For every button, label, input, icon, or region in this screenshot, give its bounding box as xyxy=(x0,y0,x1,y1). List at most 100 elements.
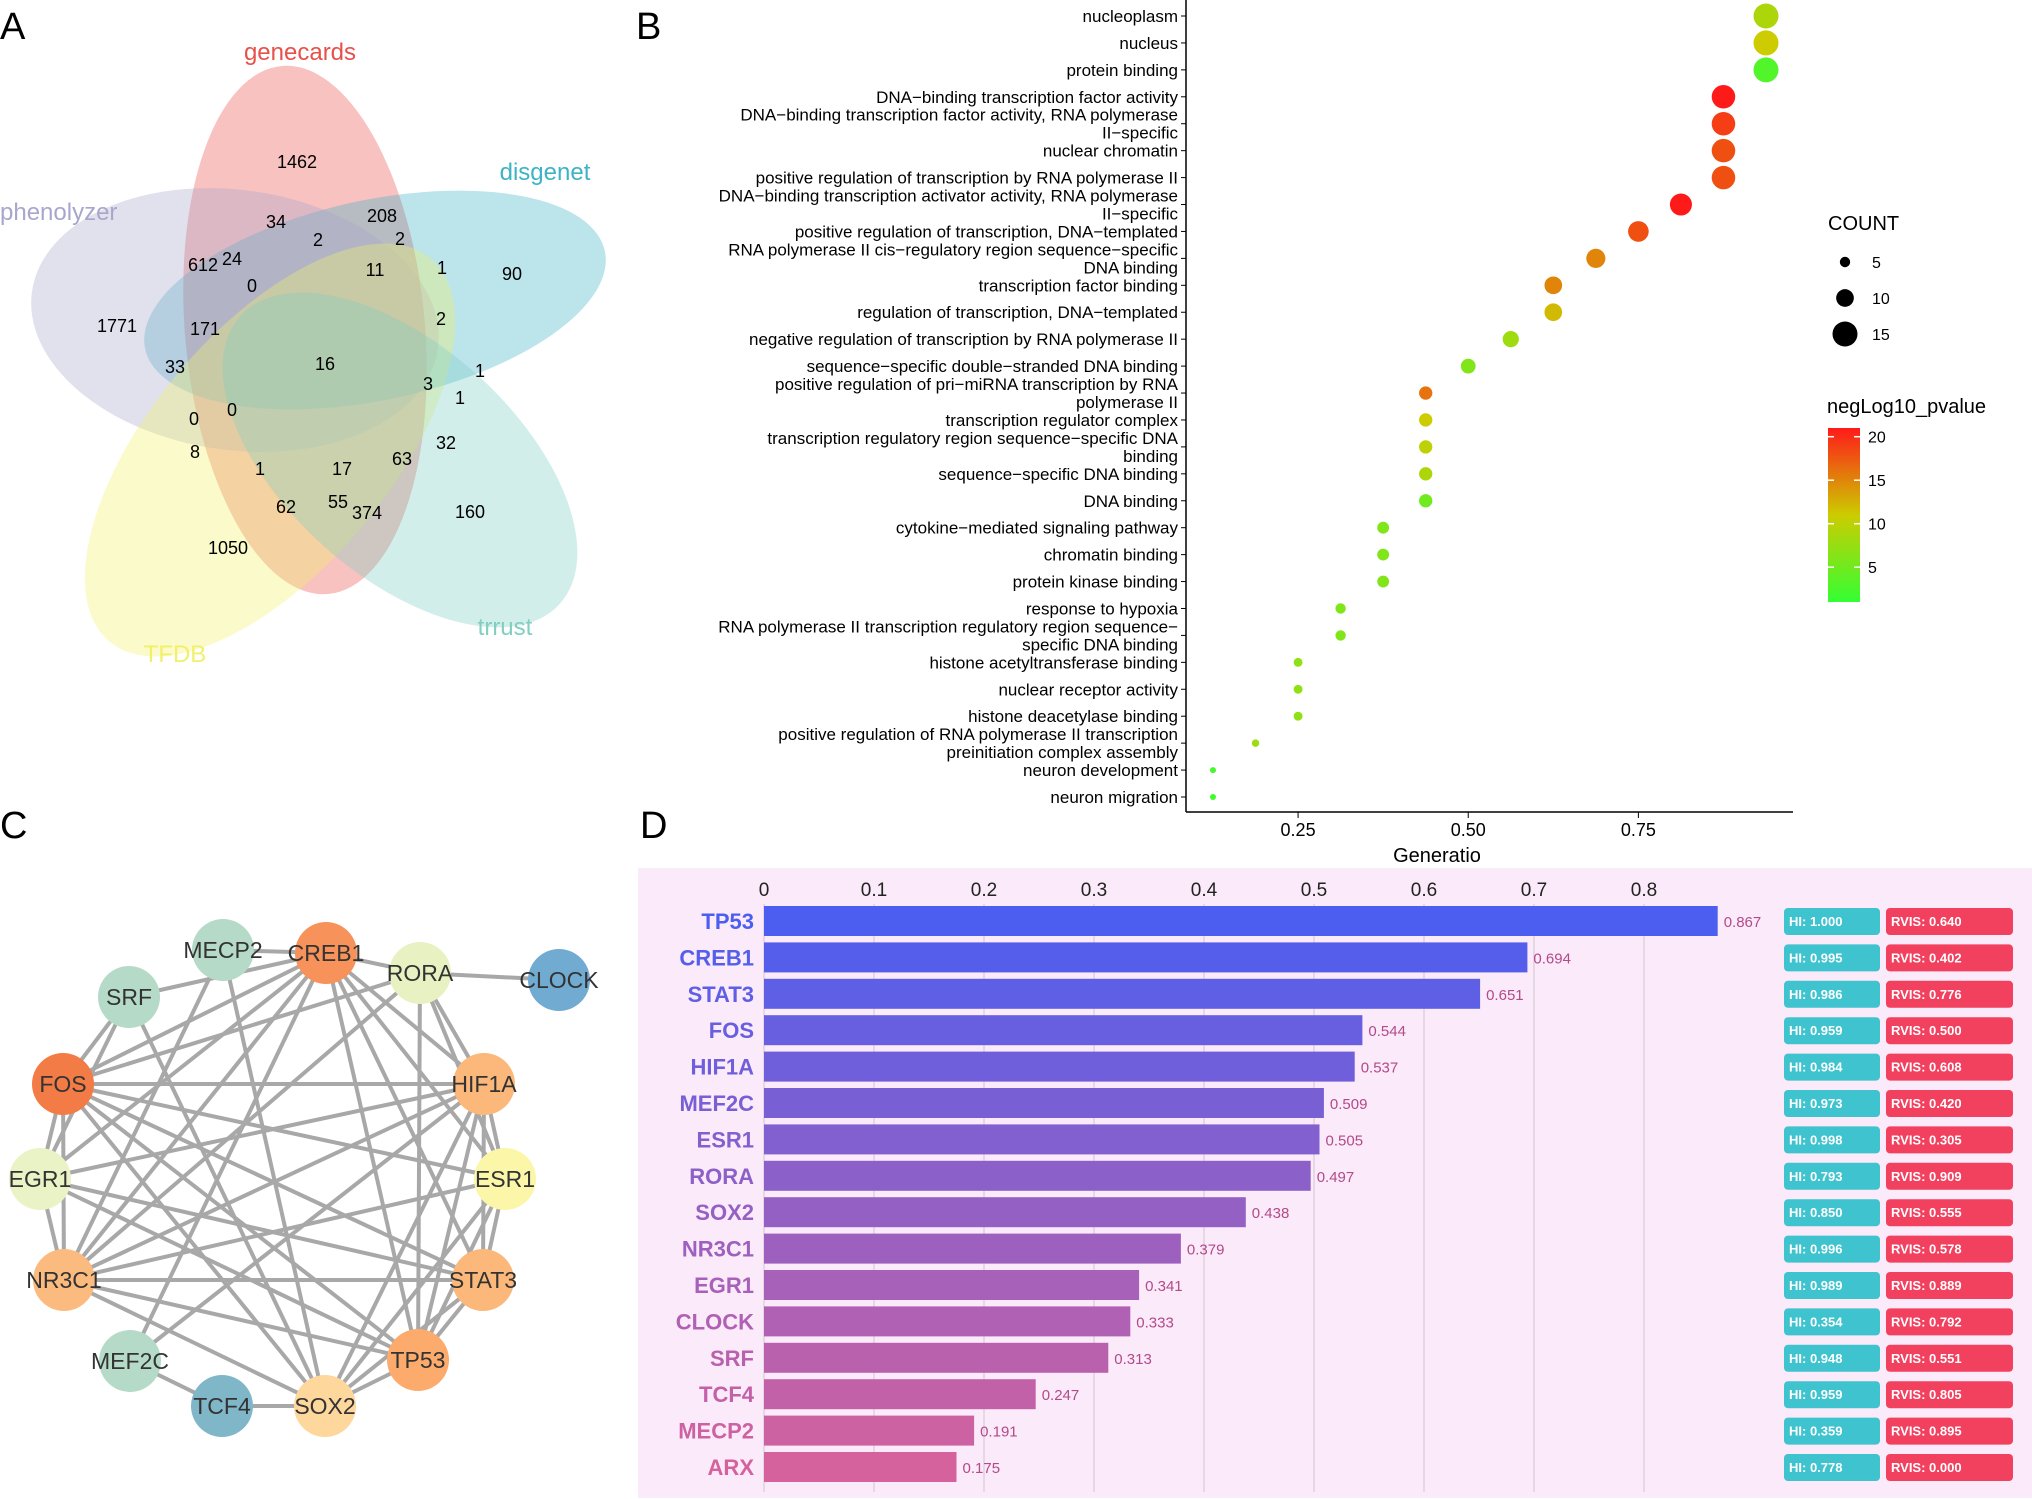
data-point xyxy=(1753,3,1779,29)
venn-count: 1050 xyxy=(208,538,248,558)
y-tick-label: chromatin binding xyxy=(1044,546,1178,565)
data-point xyxy=(1293,711,1303,721)
network-node-label: EGR1 xyxy=(9,1166,72,1192)
value-label: 0.191 xyxy=(980,1424,1018,1441)
hub-gene-bar-chart: 0 0.1 0.2 0.3 0.4 0.5 0.6 0.7 0.8 TP53 0.867 HI: 1… xyxy=(638,868,2032,1498)
network-node xyxy=(295,922,357,984)
x-tick-label: 0.2 xyxy=(971,880,997,901)
rvis-badge xyxy=(1886,1272,2013,1299)
rvis-badge xyxy=(1886,1199,2013,1227)
gene-label: FOS xyxy=(709,1018,754,1043)
venn-count: 1771 xyxy=(97,316,137,336)
size-legend-dot xyxy=(1832,321,1858,347)
venn-count: 17 xyxy=(332,459,352,479)
bar xyxy=(764,1015,1363,1046)
venn-count: 374 xyxy=(352,503,382,523)
venn-set-phenolyzer xyxy=(31,188,439,452)
value-label: 0.651 xyxy=(1486,987,1524,1004)
venn-count: 63 xyxy=(392,449,412,469)
color-legend-label: 15 xyxy=(1868,473,1886,490)
venn-count: 171 xyxy=(190,319,220,339)
y-tick-label: RNA polymerase II transcription regulato… xyxy=(718,617,1178,636)
y-tick-label: sequence−specific double−stranded DNA bi… xyxy=(807,357,1178,376)
rvis-badge xyxy=(1886,1454,2013,1481)
network-node-label: HIF1A xyxy=(451,1071,517,1097)
gene-label: TP53 xyxy=(701,909,754,934)
data-point xyxy=(1544,276,1563,295)
rvis-badge-label: RVIS: 0.000 xyxy=(1891,1460,1962,1475)
network-node xyxy=(32,1053,94,1115)
bar xyxy=(764,1415,975,1446)
network-edge xyxy=(127,996,327,1407)
venn-count: 2 xyxy=(313,230,323,250)
data-point xyxy=(1377,521,1390,534)
y-tick-label: protein kinase binding xyxy=(1013,573,1178,592)
y-tick-label: negative regulation of transcription by … xyxy=(749,330,1178,349)
network-node-label: MEF2C xyxy=(91,1348,169,1374)
network-node-label: CLOCK xyxy=(519,967,599,993)
data-point xyxy=(1419,494,1433,508)
hi-badge xyxy=(1784,1417,1880,1445)
network-node xyxy=(98,966,160,1028)
network-edge xyxy=(62,971,422,1282)
bar xyxy=(764,1197,1246,1228)
venn-count: 2 xyxy=(395,229,405,249)
network-node-label: TCF4 xyxy=(193,1393,251,1419)
rvis-badge xyxy=(1886,1126,2013,1154)
rvis-badge-label: RVIS: 0.776 xyxy=(1891,987,1962,1002)
rvis-badge xyxy=(1886,1162,2013,1190)
venn-count: 1 xyxy=(255,459,265,479)
gene-label: ESR1 xyxy=(697,1127,754,1152)
rvis-badge-label: RVIS: 0.805 xyxy=(1891,1387,1962,1402)
bar xyxy=(764,1270,1140,1300)
network-edge xyxy=(63,1278,326,1408)
data-point xyxy=(1210,767,1216,774)
color-legend-label: 20 xyxy=(1868,430,1886,447)
venn-count: 8 xyxy=(190,442,200,462)
hi-badge xyxy=(1784,1199,1880,1227)
y-tick-label: regulation of transcription, DNA−templat… xyxy=(857,303,1178,322)
network-edge xyxy=(39,1177,419,1362)
rvis-badge xyxy=(1886,1090,2013,1117)
network-node xyxy=(99,1330,161,1392)
venn-count: 1 xyxy=(455,388,465,408)
x-tick-label: 0.7 xyxy=(1521,880,1547,901)
gene-label: TCF4 xyxy=(699,1382,755,1407)
y-tick-label: II−specific xyxy=(1102,124,1179,143)
bar xyxy=(764,1160,1311,1191)
gene-label: RORA xyxy=(689,1164,754,1189)
network-node-label: MECP2 xyxy=(183,937,262,963)
rvis-badge-label: RVIS: 0.889 xyxy=(1891,1278,1962,1293)
rvis-badge xyxy=(1886,1308,2013,1336)
venn-set-trrust xyxy=(222,292,578,628)
bar xyxy=(764,1088,1324,1118)
data-point xyxy=(1419,467,1433,481)
data-point xyxy=(1335,603,1346,614)
gene-label: MEF2C xyxy=(679,1091,754,1116)
rvis-badge xyxy=(1886,944,2013,972)
bar xyxy=(764,906,1718,936)
network-node xyxy=(192,919,254,981)
venn-label-phenolyzer: phenolyzer xyxy=(0,199,117,226)
venn-count: 90 xyxy=(502,264,522,284)
x-tick-label: 0.6 xyxy=(1411,880,1437,901)
network-edge xyxy=(61,1082,327,1408)
venn-count: 612 xyxy=(188,255,218,275)
venn-count: 62 xyxy=(276,497,296,517)
y-tick-label: specific DNA binding xyxy=(1022,635,1178,654)
data-point xyxy=(1669,193,1692,216)
x-tick-label: 0.1 xyxy=(861,880,887,901)
hi-badge-label: HI: 0.948 xyxy=(1789,1351,1842,1366)
hi-badge xyxy=(1784,1381,1880,1409)
rvis-badge-label: RVIS: 0.608 xyxy=(1891,1060,1962,1075)
network-edge xyxy=(63,1177,506,1282)
panel-letter-d: D xyxy=(640,805,668,847)
data-point xyxy=(1419,413,1433,427)
network-node-label: ESR1 xyxy=(475,1166,535,1192)
rvis-badge xyxy=(1886,908,2013,935)
y-tick-label: positive regulation of pri−miRNA transcr… xyxy=(775,375,1179,394)
value-label: 0.175 xyxy=(963,1460,1001,1477)
venn-count: 33 xyxy=(165,357,185,377)
color-legend-label: 10 xyxy=(1868,517,1886,534)
y-tick-label: DNA binding xyxy=(1083,492,1178,511)
